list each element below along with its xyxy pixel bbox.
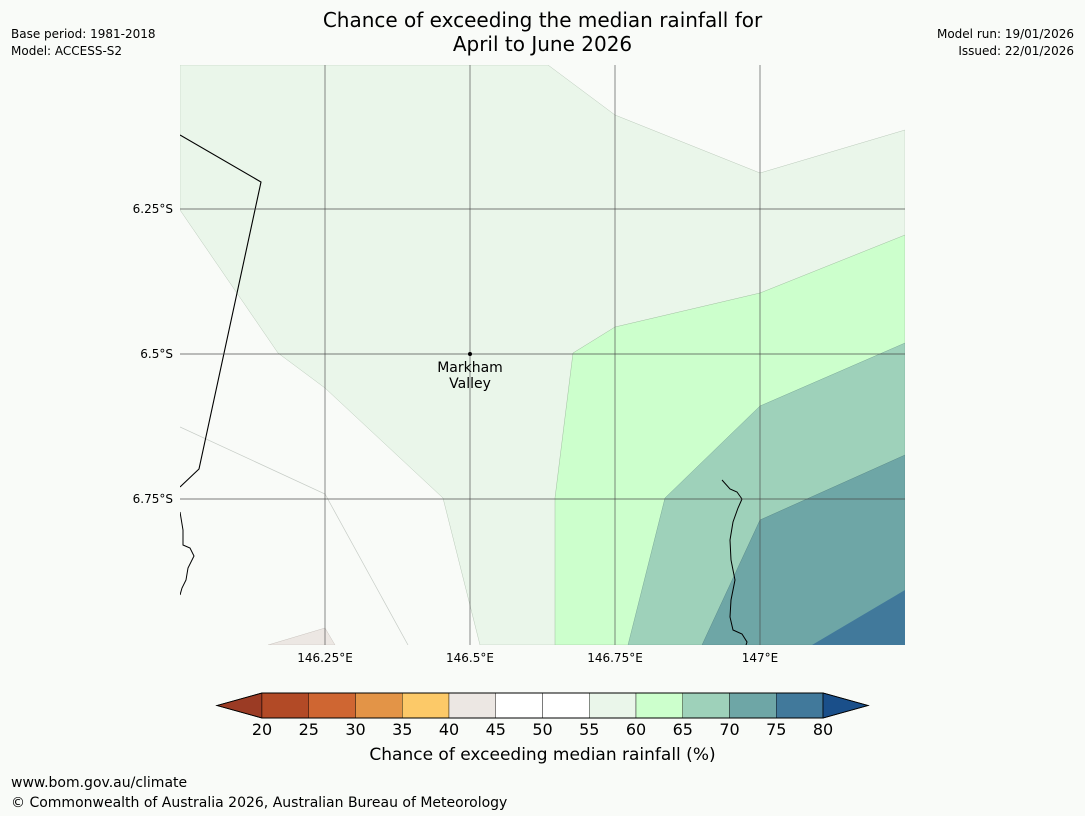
footer-url[interactable]: www.bom.gov.au/climate	[11, 775, 188, 791]
colorbar-swatch	[261, 692, 309, 719]
colorbar-tick-label: 20	[251, 720, 273, 739]
place-name-line-2: Valley	[449, 376, 491, 392]
colorbar-tick-label: 80	[812, 720, 834, 739]
footer-copyright: © Commonwealth of Australia 2026, Austra…	[11, 795, 508, 811]
colorbar-tick-label: 35	[392, 720, 413, 739]
colorbar-tick-label: 30	[345, 720, 366, 739]
border-line	[180, 134, 262, 488]
colorbar-swatch	[402, 692, 450, 719]
region-75-80	[812, 590, 905, 645]
colorbar-tick-label: 50	[532, 720, 553, 739]
colorbar-tick-label: 65	[672, 720, 693, 739]
coastline-east	[721, 479, 748, 645]
colorbar-swatch	[589, 692, 637, 719]
map-area[interactable]	[180, 65, 905, 645]
lat-label-6-5: 6.5°S	[140, 347, 173, 361]
region-40-45	[267, 627, 336, 645]
colorbar-swatch	[729, 692, 777, 719]
colorbar	[215, 692, 870, 719]
colorbar-swatch	[495, 692, 543, 719]
region-70-75	[701, 454, 905, 645]
colorbar-tick-label: 25	[298, 720, 319, 739]
title-line-2: April to June 2026	[452, 32, 633, 56]
lat-label-6-75: 6.75°S	[132, 492, 173, 506]
lon-label-146-5: 146.5°E	[446, 651, 494, 665]
model-text: Model: ACCESS-S2	[11, 44, 123, 58]
place-marker[interactable]	[468, 352, 472, 356]
colorbar-tick-label: 55	[579, 720, 600, 739]
colorbar-swatch	[682, 692, 730, 719]
colorbar-swatch	[635, 692, 683, 719]
colorbar-swatch	[355, 692, 403, 719]
colorbar-tick-label: 75	[766, 720, 787, 739]
colorbar-tick-label: 70	[719, 720, 740, 739]
colorbar-swatch	[776, 692, 824, 719]
colorbar-outline	[215, 692, 870, 719]
place-label: Markham Valley	[437, 360, 503, 392]
lon-label-146-25: 146.25°E	[297, 651, 353, 665]
base-period-text: Base period: 1981-2018	[11, 27, 156, 41]
issued-text: Issued: 22/01/2026	[958, 44, 1074, 58]
place-name-line-1: Markham	[437, 360, 503, 376]
lat-label-6-25: 6.25°S	[132, 202, 173, 216]
colorbar-extend-high	[822, 692, 870, 719]
lon-label-147: 147°E	[741, 651, 779, 665]
title-line-1: Chance of exceeding the median rainfall …	[322, 8, 763, 32]
colorbar-extend-low	[215, 692, 263, 719]
colorbar-tick-label: 40	[438, 720, 460, 739]
lon-label-146-75: 146.75°E	[587, 651, 643, 665]
colorbar-swatch	[448, 692, 496, 719]
colorbar-label: Chance of exceeding median rainfall (%)	[369, 745, 716, 765]
meta-left: Base period: 1981-2018 Model: ACCESS-S2	[11, 26, 156, 60]
colorbar-swatch	[308, 692, 356, 719]
map-title: Chance of exceeding the median rainfall …	[0, 8, 1085, 56]
colorbar-tick-label: 45	[485, 720, 506, 739]
grid-lines	[180, 65, 905, 645]
colorbar-swatch	[542, 692, 590, 719]
colorbar-tick-label: 60	[625, 720, 647, 739]
coastline-west	[180, 511, 195, 596]
meta-right: Model run: 19/01/2026 Issued: 22/01/2026	[937, 26, 1074, 60]
model-run-text: Model run: 19/01/2026	[936, 27, 1074, 41]
